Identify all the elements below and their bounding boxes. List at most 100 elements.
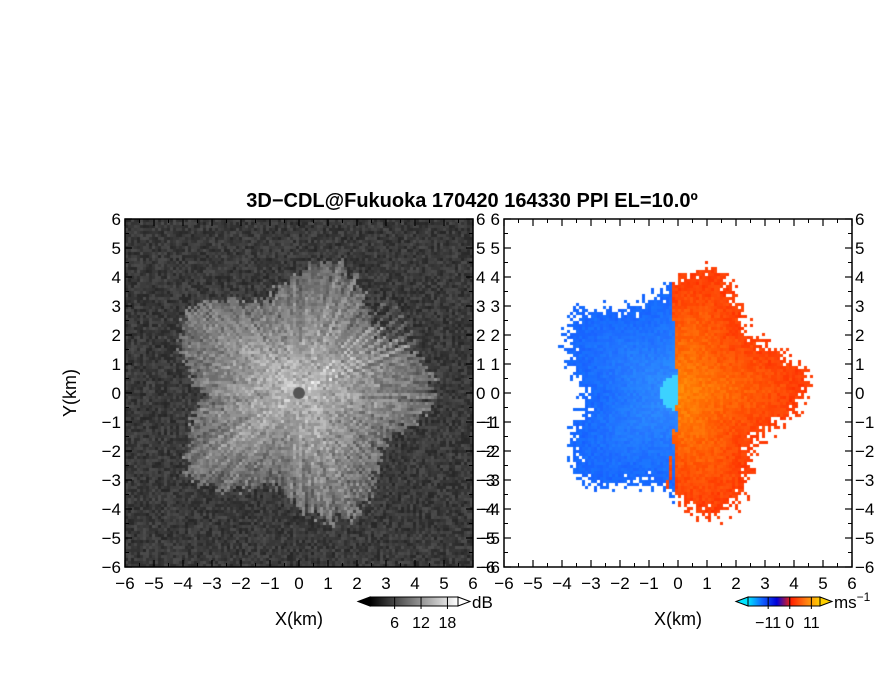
y-tick-label: 1 [491,355,500,374]
x-tick-label: 6 [468,574,477,593]
y-tick-label-right: 1 [855,355,864,374]
y-tick-label-right: 3 [855,297,864,316]
y-tick-label-right: 6 [855,210,864,229]
y-tick-label: −6 [102,558,121,577]
velocity-image [504,219,852,567]
y-tick-label-right: −1 [476,413,495,432]
x-tick-label: −3 [202,574,221,593]
y-tick-label-right: 0 [476,384,485,403]
y-tick-label-right: −5 [476,529,495,548]
colorbar-max-arrow [819,596,834,607]
velocity-xlabel: X(km) [654,609,702,629]
y-tick-label-right: −2 [855,442,874,461]
y-tick-label: 2 [491,326,500,345]
y-tick-label-right: −3 [476,471,495,490]
y-tick-label-right: −4 [855,500,874,519]
y-tick-label-right: 1 [476,355,485,374]
y-tick-label-right: 0 [855,384,864,403]
x-tick-label: −5 [144,574,163,593]
colorbar-tick-label: −11 [755,615,781,632]
x-tick-label: 5 [439,574,448,593]
colorbar-max-arrow [457,596,472,607]
y-tick-label: −5 [481,529,500,548]
y-tick-label: 4 [491,268,500,287]
y-tick-label-right: 6 [476,210,485,229]
intensity-panel: −6 −5 −4 −3 −2 −1 0 1 2 3 4 5 6−6 −6−5 −5−4 −4−3 −3−2 −2−… [60,210,495,632]
x-tick-label: 2 [731,574,740,593]
y-tick-label: −1 [102,413,121,432]
y-tick-label: −3 [102,471,121,490]
y-tick-label: −2 [481,442,500,461]
x-tick-label: 0 [294,574,303,593]
x-tick-label: −3 [581,574,600,593]
y-tick-label: −4 [102,500,121,519]
y-tick-label: 0 [491,384,500,403]
y-tick-label: 4 [112,268,121,287]
y-tick-label-right: −6 [855,558,874,577]
intensity-colorbar: 6 12 18 dB [356,593,493,632]
intensity-axes: −6 −5 −4 −3 −2 −1 0 1 2 3 4 5 6−6 −6−5 −5−4 −4−3 −3−2 −2−… [102,210,496,593]
y-tick-label-right: 2 [476,326,485,345]
colorbar-tick-label: 18 [439,615,457,632]
x-tick-label: −2 [610,574,629,593]
x-tick-label: −1 [260,574,279,593]
y-tick-label-right: −5 [855,529,874,548]
x-tick-label: −6 [494,574,513,593]
x-tick-label: 6 [847,574,856,593]
colorbar-strip [369,596,459,607]
x-tick-label: 1 [323,574,332,593]
x-tick-label: −1 [639,574,658,593]
x-tick-label: 2 [352,574,361,593]
y-tick-label-right: 3 [476,297,485,316]
intensity-ylabel: Y(km) [60,369,80,417]
intensity-xlabel: X(km) [275,609,323,629]
y-tick-label: −3 [481,471,500,490]
y-tick-label-right: −1 [855,413,874,432]
y-tick-label-right: 4 [855,268,864,287]
y-tick-label-right: 5 [855,239,864,258]
x-tick-label: −4 [173,574,192,593]
y-tick-label: −4 [481,500,500,519]
x-tick-label: 3 [760,574,769,593]
colorbar-min-arrow [734,596,749,607]
y-tick-label: 1 [112,355,121,374]
y-tick-label-right: −2 [476,442,495,461]
colorbar-tick-label: 12 [412,615,430,632]
intensity-image [125,219,473,567]
x-tick-label: −5 [523,574,542,593]
x-tick-label: 3 [381,574,390,593]
x-tick-label: 4 [410,574,419,593]
x-tick-label: 1 [702,574,711,593]
colorbar-strip [747,596,821,607]
y-tick-label: 6 [491,210,500,229]
y-tick-label: 0 [112,384,121,403]
y-tick-label-right: 4 [476,268,485,287]
colorbar-tick-label: 6 [390,615,399,632]
colorbar-tick-label: 11 [803,615,820,632]
velocity-panel: −6 −5 −4 −3 −2 −1 0 1 2 3 4 5 6−6 −6−5 −5−4 −4−3 −3−2 −2−… [481,210,875,632]
y-tick-label: 6 [112,210,121,229]
y-tick-label: 5 [112,239,121,258]
y-tick-label: 3 [112,297,121,316]
y-tick-label: −6 [481,558,500,577]
y-tick-label-right: 5 [476,239,485,258]
y-tick-label: −2 [102,442,121,461]
colorbar-tick-label: 0 [785,615,794,632]
x-tick-label: −6 [115,574,134,593]
colorbar-min-arrow [356,596,371,607]
colorbar-unit-exponent: −1 [857,590,871,604]
y-tick-label-right: −3 [855,471,874,490]
y-tick-label: 2 [112,326,121,345]
x-tick-label: −4 [552,574,571,593]
figure-title: 3D−CDL@Fukuoka 170420 164330 PPI EL=10.0… [246,190,698,212]
y-tick-label: −1 [481,413,500,432]
y-tick-label-right: 2 [855,326,864,345]
colorbar-unit: ms−1 [834,590,871,612]
y-tick-label: −5 [102,529,121,548]
velocity-axes: −6 −5 −4 −3 −2 −1 0 1 2 3 4 5 6−6 −6−5 −5−4 −4−3 −3−2 −2−… [481,210,875,593]
y-tick-label: 3 [491,297,500,316]
y-tick-label-right: −6 [476,558,495,577]
y-tick-label-right: −4 [476,500,495,519]
colorbar-unit: dB [472,593,493,612]
